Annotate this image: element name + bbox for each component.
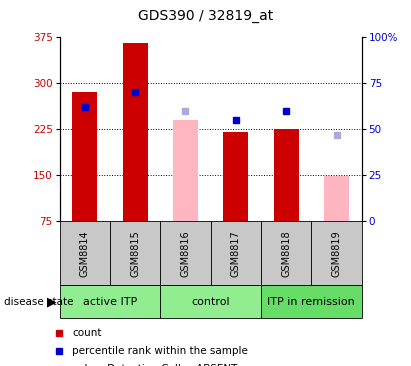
Bar <box>160 221 210 285</box>
Bar <box>312 221 362 285</box>
Text: percentile rank within the sample: percentile rank within the sample <box>72 346 248 356</box>
Text: GSM8818: GSM8818 <box>281 230 291 277</box>
Text: GSM8815: GSM8815 <box>130 230 140 277</box>
Bar <box>274 129 299 221</box>
Text: disease state: disease state <box>4 297 74 307</box>
Text: GSM8816: GSM8816 <box>180 230 190 277</box>
Bar <box>210 221 261 285</box>
Text: GSM8817: GSM8817 <box>231 230 241 277</box>
Bar <box>261 221 312 285</box>
Bar <box>223 132 248 221</box>
Text: ▶: ▶ <box>47 295 57 309</box>
Bar <box>261 285 362 318</box>
Bar <box>60 285 160 318</box>
Text: ITP in remission: ITP in remission <box>268 297 355 307</box>
Text: control: control <box>192 297 230 307</box>
Text: GDS390 / 32819_at: GDS390 / 32819_at <box>138 9 273 23</box>
Text: count: count <box>72 328 102 339</box>
Text: GSM8819: GSM8819 <box>332 230 342 277</box>
Bar <box>110 221 160 285</box>
Bar <box>72 92 97 221</box>
Bar <box>173 120 198 221</box>
Text: value, Detection Call = ABSENT: value, Detection Call = ABSENT <box>72 364 238 366</box>
Bar <box>60 221 110 285</box>
Bar <box>122 43 148 221</box>
Text: active ITP: active ITP <box>83 297 137 307</box>
Bar <box>324 176 349 221</box>
Text: GSM8814: GSM8814 <box>80 230 90 277</box>
Bar <box>160 285 261 318</box>
